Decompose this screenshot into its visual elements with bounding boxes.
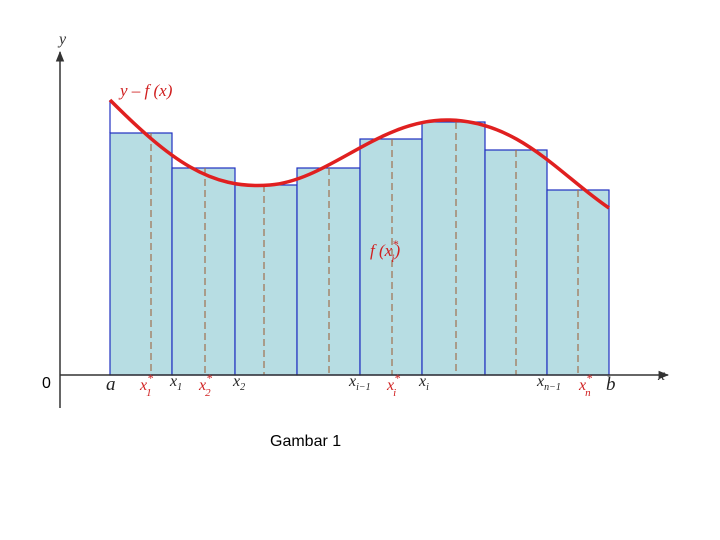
label-sup: * <box>394 371 400 385</box>
label-base: x <box>386 377 394 394</box>
origin-label: 0 <box>42 375 51 392</box>
point-label: xi <box>418 373 429 393</box>
point-label: xi−1 <box>348 373 371 393</box>
caption: Gambar 1 <box>270 433 341 450</box>
sample-sup: * <box>392 237 398 251</box>
sample-close: ) <box>394 241 401 260</box>
label-base: a <box>106 374 116 395</box>
x-label: x <box>657 367 665 384</box>
sample-base: f (x <box>370 241 393 260</box>
label-base: x <box>232 373 240 390</box>
curve <box>108 98 610 210</box>
label-sub: i−1 <box>356 382 371 393</box>
sample-sub: i <box>391 251 394 265</box>
rectangle <box>421 121 486 376</box>
label-sub: n−1 <box>544 382 561 393</box>
rectangle <box>359 138 423 376</box>
label-sub: i <box>426 382 429 393</box>
label-base: x <box>348 373 356 390</box>
rectangle <box>234 184 298 376</box>
label-base: x <box>418 373 426 390</box>
rectangle <box>109 132 173 376</box>
curve-label: y – f (x) <box>118 81 173 100</box>
label-sub: i <box>393 387 396 399</box>
label-sub: 2 <box>240 382 245 393</box>
point-label: x* i <box>386 371 400 399</box>
point-label: a <box>106 374 116 395</box>
label-sub: 2 <box>205 387 211 399</box>
point-labels: a x* 1x1 x* 2x2 xi−1 x* ixi xn−1 x* n b <box>106 371 616 399</box>
point-label: xn−1 <box>536 373 561 393</box>
label-base: x <box>578 377 586 394</box>
label-sup: * <box>206 371 212 385</box>
label-base: b <box>606 374 616 395</box>
label-sup: * <box>147 371 153 385</box>
label-sub: n <box>585 387 591 399</box>
rectangles <box>109 100 610 376</box>
label-base: x <box>139 377 147 394</box>
rectangle <box>171 167 236 376</box>
sample-label: f (x* i) <box>370 237 401 265</box>
label-base: x <box>198 377 206 394</box>
point-label: b <box>606 374 616 395</box>
y-label: y <box>57 31 67 48</box>
point-label: x1 <box>169 373 182 393</box>
label-base: x <box>169 373 177 390</box>
label-sup: * <box>586 371 592 385</box>
point-label: x* 2 <box>198 371 212 399</box>
label-sub: 1 <box>146 387 152 399</box>
point-label: x* n <box>578 371 592 399</box>
label-sub: 1 <box>177 382 182 393</box>
point-label: x2 <box>232 373 245 393</box>
point-label: x* 1 <box>139 371 153 399</box>
label-base: x <box>536 373 544 390</box>
